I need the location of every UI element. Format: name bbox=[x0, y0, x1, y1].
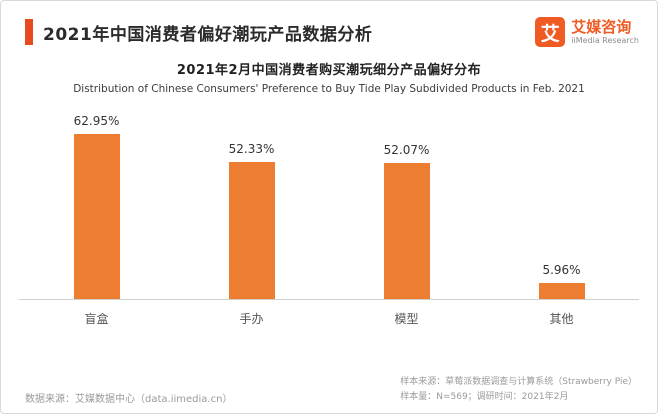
sample-notes: 样本来源：草莓派数据调查与计算系统（Strawberry Pie） 样本量：N=… bbox=[400, 375, 637, 405]
bar-blind-box bbox=[73, 134, 120, 299]
bar-value-label: 62.95% bbox=[73, 114, 120, 128]
bar-group-blind-box: 62.95% bbox=[19, 114, 174, 299]
logo-text: 艾媒咨询 iiMedia Research bbox=[571, 17, 639, 46]
x-axis-line bbox=[19, 299, 639, 300]
data-source-note: 数据来源：艾媒数据中心（data.iimedia.cn） bbox=[25, 394, 233, 405]
page-title: 2021年中国消费者偏好潮玩产品数据分析 bbox=[43, 24, 373, 45]
category-label-blind-box: 盲盒 bbox=[84, 312, 109, 326]
chart-titles: 2021年2月中国消费者购买潮玩细分产品偏好分布 Distribution of… bbox=[1, 59, 657, 95]
bar-value-label: 52.33% bbox=[228, 142, 275, 156]
iimedia-logo: 艾 艾媒咨询 iiMedia Research bbox=[535, 17, 639, 47]
bar-chart: 62.95% 52.33% 52.07% 5.96% 盲盒 手办 模型 其他 bbox=[1, 103, 657, 327]
bar-value-label: 5.96% bbox=[542, 263, 581, 277]
category-labels: 盲盒 手办 模型 其他 bbox=[19, 310, 639, 327]
category-label-figurine: 手办 bbox=[239, 312, 264, 326]
bar-other bbox=[538, 283, 585, 299]
category-label-other: 其他 bbox=[549, 312, 574, 326]
accent-bar bbox=[25, 19, 33, 45]
logo-name-en: iiMedia Research bbox=[571, 35, 639, 45]
bar-value-label: 52.07% bbox=[383, 143, 430, 157]
bar-model bbox=[383, 163, 430, 299]
sample-info-note: 样本量：N=569；调研时间：2021年2月 bbox=[400, 392, 569, 402]
bar-group-figurine: 52.33% bbox=[174, 142, 329, 299]
footer: 数据来源：艾媒数据中心（data.iimedia.cn） 样本来源：草莓派数据调… bbox=[1, 375, 657, 405]
header: 2021年中国消费者偏好潮玩产品数据分析 艾 艾媒咨询 iiMedia Rese… bbox=[1, 1, 657, 53]
category-label-model: 模型 bbox=[394, 312, 419, 326]
bar-area: 62.95% 52.33% 52.07% 5.96% bbox=[19, 103, 639, 299]
sample-source-note: 样本来源：草莓派数据调查与计算系统（Strawberry Pie） bbox=[400, 377, 637, 387]
iimedia-logo-icon: 艾 bbox=[535, 17, 566, 47]
bar-figurine bbox=[228, 162, 275, 299]
chart-title-en: Distribution of Chinese Consumers' Prefe… bbox=[73, 83, 585, 95]
bar-group-other: 5.96% bbox=[484, 263, 639, 299]
bar-group-model: 52.07% bbox=[329, 143, 484, 299]
logo-name-cn: 艾媒咨询 bbox=[571, 17, 632, 36]
chart-title-cn: 2021年2月中国消费者购买潮玩细分产品偏好分布 bbox=[176, 63, 482, 78]
